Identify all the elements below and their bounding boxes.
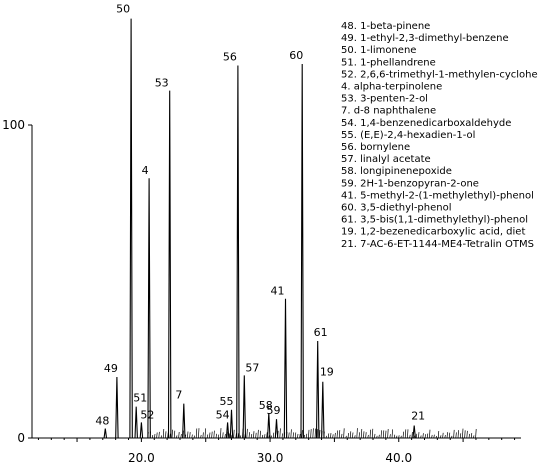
peak-label-7: 7 [175,389,182,402]
peak-label-54: 54 [216,408,230,421]
x-tick-label: 40.0 [385,451,412,465]
legend-entry: 54. 1,4-benzenedicarboxaldehyde [341,118,511,129]
baseline-noise [147,428,477,439]
peak-57 [242,375,247,439]
peak-label-4: 4 [142,164,149,177]
y-tick-label: 0 [17,431,25,445]
peak-label-56: 56 [223,51,237,64]
peak-label-48: 48 [95,415,109,428]
legend-entry: 56. bornylene [341,142,410,153]
peak-53 [167,90,172,439]
legend-entry: 48. 1-beta-pinene [341,21,430,32]
peak-label-57: 57 [245,361,259,374]
peak-51 [134,406,138,439]
legend-entry: 19. 1,2-bezenedicarboxylic acid, diet [341,227,525,238]
peak-21 [412,425,416,439]
peak-60 [300,63,304,439]
peak-61 [315,340,320,439]
legend-entry: 57. linalyl acetate [341,154,431,165]
legend-entry: 41. 5-methyl-2-(1-methylethyl)-phenol [341,190,534,201]
peak-50 [129,18,133,439]
peak-label-21: 21 [411,409,425,422]
legend-entry: 4. alpha-terpinolene [341,82,442,93]
peak-label-53: 53 [155,77,169,90]
legend-entry: 60. 3,5-diethyl-phenol [341,203,452,214]
legend-entry: 55. (E,E)-2,4-hexadien-1-ol [341,130,475,141]
legend-entry: 52. 2,6,6-trimethyl-1-methylen-cyclohe [341,69,538,80]
peak-49 [115,376,119,439]
peak-label-51: 51 [133,392,147,405]
trace-layer [103,18,477,439]
peak-19 [321,381,325,439]
peak-label-55: 55 [219,395,233,408]
x-tick-label: 30.0 [257,451,284,465]
peak-54 [225,422,230,439]
peak-label-41: 41 [271,285,285,298]
legend-entry: 61. 3,5-bis(1,1-dimethylethyl)-phenol [341,215,528,226]
x-tick-label: 20.0 [128,451,155,465]
legend-entry: 59. 2H-1-benzopyran-2-one [341,178,479,189]
peak-7 [182,403,186,439]
peak-4 [147,178,151,439]
peak-label-61: 61 [314,326,328,339]
axis-layer: 20.0 30.0 40.0 0 100 [2,118,521,465]
peak-52 [139,422,144,439]
legend-entry: 51. 1-phellandrene [341,57,436,68]
legend-entry: 53. 3-penten-2-ol [341,94,428,105]
peak-41 [283,298,288,439]
peak-55 [229,409,234,439]
legend-entry: 49. 1-ethyl-2,3-dimethyl-benzene [341,33,509,44]
peak-58 [267,412,271,439]
peak-label-49: 49 [104,362,118,375]
peak-56 [236,65,240,439]
legend-entry: 7. d-8 naphthalene [341,106,436,117]
legend-entry: 58. longipinenepoxide [341,166,452,177]
peak-label-59: 59 [267,404,281,417]
peak-label-50: 50 [116,3,130,16]
peak-48 [103,428,108,439]
y-tick-label: 100 [2,118,25,132]
legend-entry: 21. 7-AC-6-ET-1144-ME4-Tetralin OTMS [341,239,534,250]
peak-label-60: 60 [289,49,303,62]
legend-entry: 50. 1-limonene [341,45,416,56]
peak-label-19: 19 [320,366,334,379]
peak-label-58: 58 [259,399,273,412]
peak-label-52: 52 [140,408,154,421]
